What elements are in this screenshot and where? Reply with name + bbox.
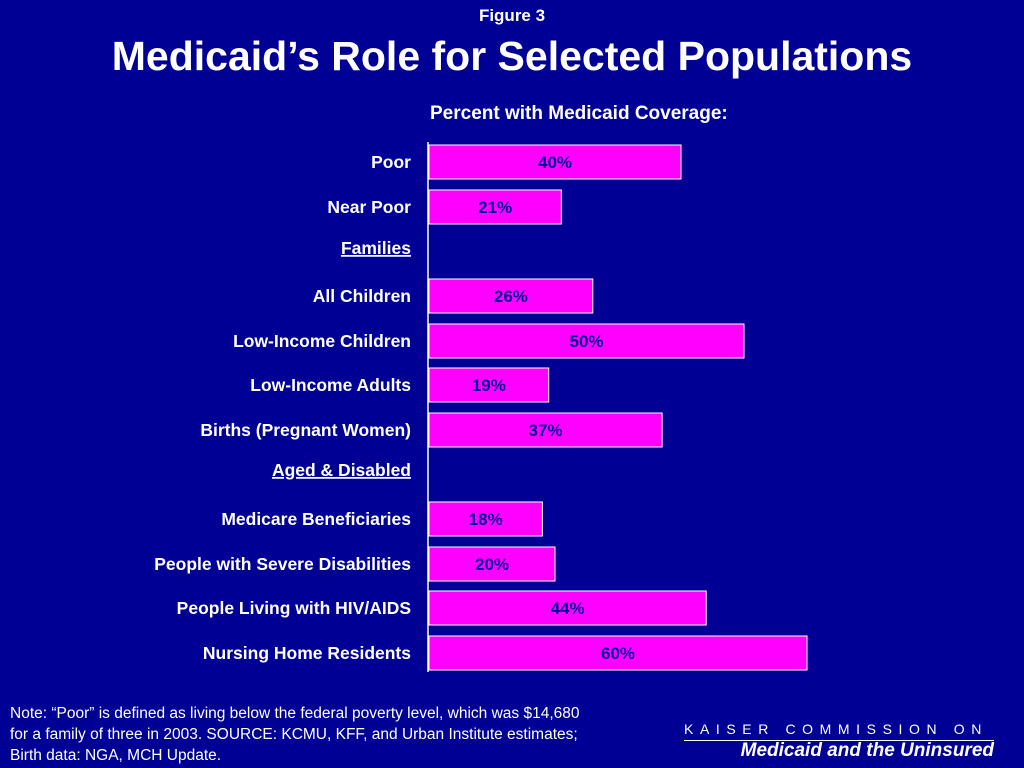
brand-top-line: KAISER COMMISSION ON [684, 721, 988, 737]
data-label-people-living-with-hiv-aids: 44% [551, 599, 585, 618]
category-label-nursing-home-residents: Nursing Home Residents [203, 643, 411, 663]
bar-nursing-home-residents [428, 635, 808, 671]
brand-rule [684, 740, 994, 741]
data-label-low-income-adults: 19% [472, 376, 506, 395]
group-header-aged-disabled: Aged & Disabled [272, 460, 411, 480]
bar-people-living-with-hiv-aids [428, 590, 707, 626]
figure-label: Figure 3 [478, 6, 546, 25]
data-label-people-with-severe-disabilities: 20% [475, 555, 509, 574]
chart-subtitle: Percent with Medicaid Coverage: [430, 103, 728, 124]
data-label-nursing-home-residents: 60% [601, 644, 635, 663]
bar-low-income-children [428, 323, 745, 359]
bar-chart: Poor 40% Near Poor 21% Families All Children 2… [154, 142, 808, 672]
bar-people-with-severe-disabilities [428, 546, 556, 582]
chart-title: Medicaid’s Role for Selected Populations [111, 33, 913, 79]
category-label-medicare-beneficiaries: Medicare Beneficiaries [221, 509, 411, 529]
bar-poor [428, 144, 682, 180]
group-header-families: Families [341, 238, 411, 258]
bar-births-pregnant-women [428, 412, 663, 448]
category-label-people-living-with-hiv-aids: People Living with HIV/AIDS [177, 598, 411, 618]
category-label-people-with-severe-disabilities: People with Severe Disabilities [154, 554, 411, 574]
bar-all-children [428, 278, 594, 314]
data-label-near-poor: 21% [478, 198, 512, 217]
bar-medicare-beneficiaries [428, 501, 543, 537]
data-label-births-pregnant-women: 37% [529, 421, 563, 440]
footnote: Note: “Poor” is defined as living below … [10, 705, 580, 764]
data-label-all-children: 26% [494, 287, 528, 306]
bar-near-poor [428, 189, 562, 225]
category-label-low-income-children: Low-Income Children [233, 331, 411, 351]
category-label-poor: Poor [371, 152, 411, 172]
category-label-births-pregnant-women: Births (Pregnant Women) [200, 420, 411, 440]
category-label-all-children: All Children [313, 286, 411, 306]
data-label-poor: 40% [538, 153, 572, 172]
brand-bottom-line: Medicaid and the Uninsured [740, 740, 994, 761]
data-label-medicare-beneficiaries: 18% [469, 510, 503, 529]
data-label-low-income-children: 50% [569, 332, 603, 351]
category-label-near-poor: Near Poor [327, 197, 411, 217]
bar-low-income-adults [428, 367, 550, 403]
category-label-low-income-adults: Low-Income Adults [250, 375, 411, 395]
